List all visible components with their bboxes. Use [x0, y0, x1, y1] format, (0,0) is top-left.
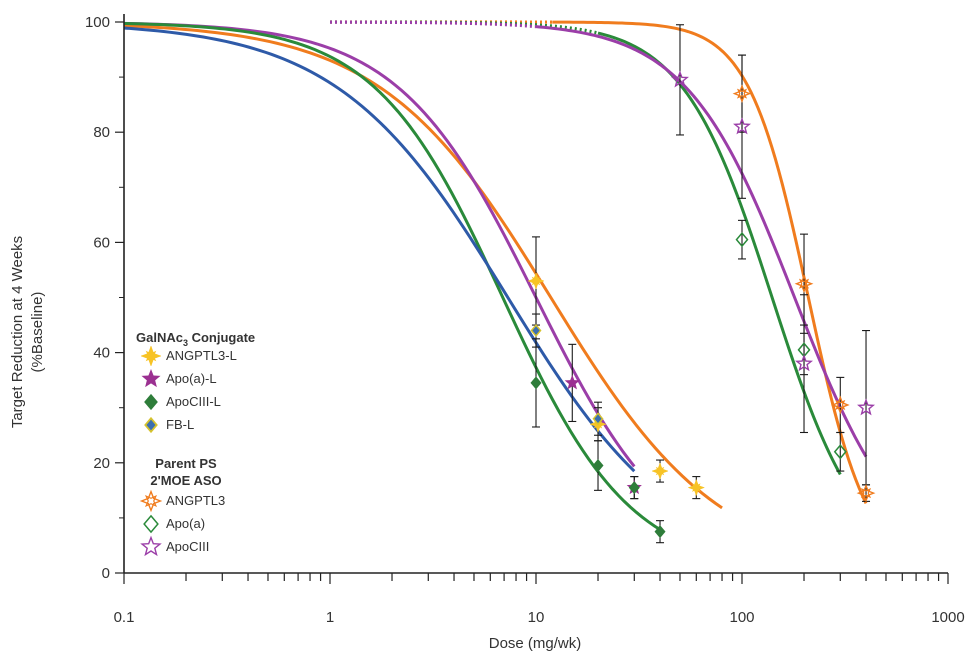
legend-group-title-parent-2: 2'MOE ASO — [150, 473, 221, 488]
legend-marker-apo-a — [144, 516, 158, 532]
legend-marker-apociii-l — [144, 394, 158, 410]
legend-group-title-galnac: GalNAc3 Conjugate — [136, 330, 255, 348]
legend-marker-apo-a-l — [141, 369, 160, 387]
legend-marker-angptl3 — [141, 491, 160, 510]
axes-layer: 0.1 1 10 100 1000 0 20 40 60 80 100 — [85, 14, 965, 626]
legend-label-apociii-l: ApoCIII-L — [166, 394, 221, 409]
curve-apociii-l — [124, 23, 660, 529]
legend: GalNAc3 Conjugate Parent PS 2'MOE ASO AN… — [136, 330, 255, 555]
y-tick-label: 40 — [93, 345, 110, 362]
error-bar-apociii — [862, 331, 870, 485]
x-axis-title: Dose (mg/wk) — [489, 635, 582, 652]
y-tick-label: 20 — [93, 455, 110, 472]
curves-layer — [124, 22, 866, 530]
x-tick-label: 100 — [729, 609, 754, 626]
legend-label-apo-a-l: Apo(a)-L — [166, 371, 217, 386]
legend-galnac-word: GalNAc — [136, 330, 183, 345]
y-axis-subtitle: (%Baseline) — [29, 292, 46, 373]
legend-label-angptl3-l: ANGPTL3-L — [166, 348, 237, 363]
y-tick-label: 0 — [102, 565, 110, 582]
data-points-layer — [528, 72, 874, 538]
x-tick-label: 1000 — [931, 609, 964, 626]
legend-label-apo-a: Apo(a) — [166, 516, 205, 531]
data-point-angptl3-l — [652, 463, 669, 480]
error-bar-apo-a — [738, 220, 746, 259]
data-point-apociii-l — [593, 459, 604, 472]
y-tick-label: 100 — [85, 14, 110, 31]
curve-angptl3-l — [124, 26, 722, 508]
legend-marker-fb-l — [144, 417, 158, 433]
legend-galnac-suffix: Conjugate — [188, 330, 255, 345]
legend-label-apociii: ApoCIII — [166, 539, 209, 554]
x-tick-label: 0.1 — [114, 609, 135, 626]
legend-marker-angptl3-l — [140, 345, 161, 366]
x-tick-label: 10 — [528, 609, 545, 626]
error-bars-layer — [532, 25, 870, 543]
legend-group-title-parent-1: Parent PS — [155, 456, 217, 471]
y-tick-label: 60 — [93, 234, 110, 251]
legend-label-angptl3: ANGPTL3 — [166, 493, 225, 508]
y-tick-label: 80 — [93, 124, 110, 141]
legend-marker-apociii — [142, 538, 160, 555]
y-axis-title: Target Reduction at 4 Weeks — [9, 236, 26, 428]
x-tick-label: 1 — [326, 609, 334, 626]
legend-label-fb-l: FB-L — [166, 417, 194, 432]
